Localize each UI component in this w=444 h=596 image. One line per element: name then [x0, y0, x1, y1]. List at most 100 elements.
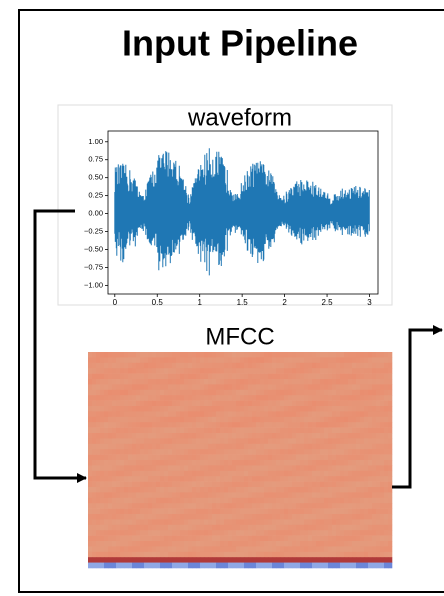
mfcc-cell [168, 503, 172, 509]
mfcc-cell [216, 422, 220, 428]
mfcc-cell [372, 530, 376, 536]
mfcc-cell [140, 357, 144, 363]
mfcc-cell [340, 519, 344, 525]
mfcc-cell [248, 509, 252, 515]
mfcc-cell [388, 471, 392, 477]
mfcc-cell [292, 352, 296, 358]
mfcc-cell [192, 525, 196, 531]
mfcc-cell [160, 557, 164, 563]
mfcc-cell [296, 492, 300, 498]
mfcc-cell [364, 536, 368, 542]
mfcc-cell [216, 406, 220, 412]
mfcc-cell [336, 411, 340, 417]
mfcc-cell [156, 411, 160, 417]
mfcc-cell [140, 368, 144, 374]
mfcc-cell [340, 352, 344, 358]
mfcc-cell [308, 546, 312, 552]
mfcc-cell [136, 438, 140, 444]
mfcc-cell [372, 498, 376, 504]
mfcc-cell [356, 444, 360, 450]
mfcc-cell [320, 455, 324, 461]
mfcc-cell [244, 384, 248, 390]
mfcc-cell [372, 417, 376, 423]
mfcc-cell [176, 438, 180, 444]
mfcc-cell [124, 487, 128, 493]
mfcc-cell [148, 406, 152, 412]
mfcc-cell [252, 455, 256, 461]
mfcc-cell [372, 438, 376, 444]
mfcc-cell [196, 492, 200, 498]
mfcc-cell [192, 352, 196, 358]
mfcc-cell [316, 487, 320, 493]
mfcc-cell [388, 422, 392, 428]
mfcc-cell [168, 438, 172, 444]
mfcc-cell [128, 487, 132, 493]
mfcc-cell [92, 492, 96, 498]
mfcc-cell [316, 357, 320, 363]
mfcc-cell [108, 498, 112, 504]
mfcc-cell [224, 406, 228, 412]
mfcc-cell [308, 384, 312, 390]
mfcc-cell [256, 449, 260, 455]
mfcc-cell [268, 525, 272, 531]
mfcc-cell [388, 498, 392, 504]
mfcc-cell [204, 352, 208, 358]
mfcc-cell [160, 525, 164, 531]
mfcc-cell [200, 552, 204, 558]
mfcc-cell [280, 536, 284, 542]
mfcc-cell [228, 352, 232, 358]
mfcc-cell [380, 546, 384, 552]
mfcc-cell [336, 444, 340, 450]
mfcc-cell [172, 395, 176, 401]
mfcc-cell [280, 390, 284, 396]
mfcc-cell [388, 487, 392, 493]
mfcc-cell [224, 411, 228, 417]
mfcc-cell [172, 368, 176, 374]
mfcc-cell [216, 433, 220, 439]
mfcc-cell [388, 455, 392, 461]
mfcc-cell [156, 552, 160, 558]
mfcc-cell [352, 422, 356, 428]
mfcc-cell [156, 449, 160, 455]
mfcc-cell [284, 552, 288, 558]
mfcc-cell [144, 363, 148, 369]
mfcc-cell [144, 449, 148, 455]
mfcc-cell [336, 514, 340, 520]
mfcc-cell [276, 374, 280, 380]
mfcc-cell [364, 541, 368, 547]
mfcc-cell [364, 390, 368, 396]
mfcc-cell [332, 455, 336, 461]
mfcc-cell [384, 401, 388, 407]
mfcc-cell [308, 541, 312, 547]
mfcc-cell [280, 563, 284, 569]
mfcc-cell [216, 374, 220, 380]
mfcc-cell [168, 428, 172, 434]
mfcc-cell [268, 368, 272, 374]
mfcc-cell [356, 352, 360, 358]
mfcc-cell [356, 374, 360, 380]
mfcc-cell [164, 492, 168, 498]
mfcc-cell [324, 390, 328, 396]
mfcc-cell [252, 563, 256, 569]
mfcc-cell [228, 401, 232, 407]
mfcc-cell [248, 401, 252, 407]
mfcc-cell [136, 455, 140, 461]
mfcc-cell [328, 503, 332, 509]
mfcc-cell [196, 357, 200, 363]
mfcc-cell [288, 444, 292, 450]
mfcc-cell [324, 498, 328, 504]
mfcc-cell [300, 390, 304, 396]
mfcc-cell [120, 411, 124, 417]
mfcc-cell [232, 476, 236, 482]
mfcc-cell [140, 482, 144, 488]
mfcc-cell [112, 552, 116, 558]
mfcc-cell [200, 357, 204, 363]
mfcc-cell [244, 557, 248, 563]
mfcc-cell [276, 352, 280, 358]
mfcc-cell [228, 417, 232, 423]
mfcc-cell [352, 401, 356, 407]
mfcc-cell [156, 492, 160, 498]
mfcc-cell [288, 471, 292, 477]
mfcc-cell [124, 509, 128, 515]
mfcc-cell [352, 519, 356, 525]
